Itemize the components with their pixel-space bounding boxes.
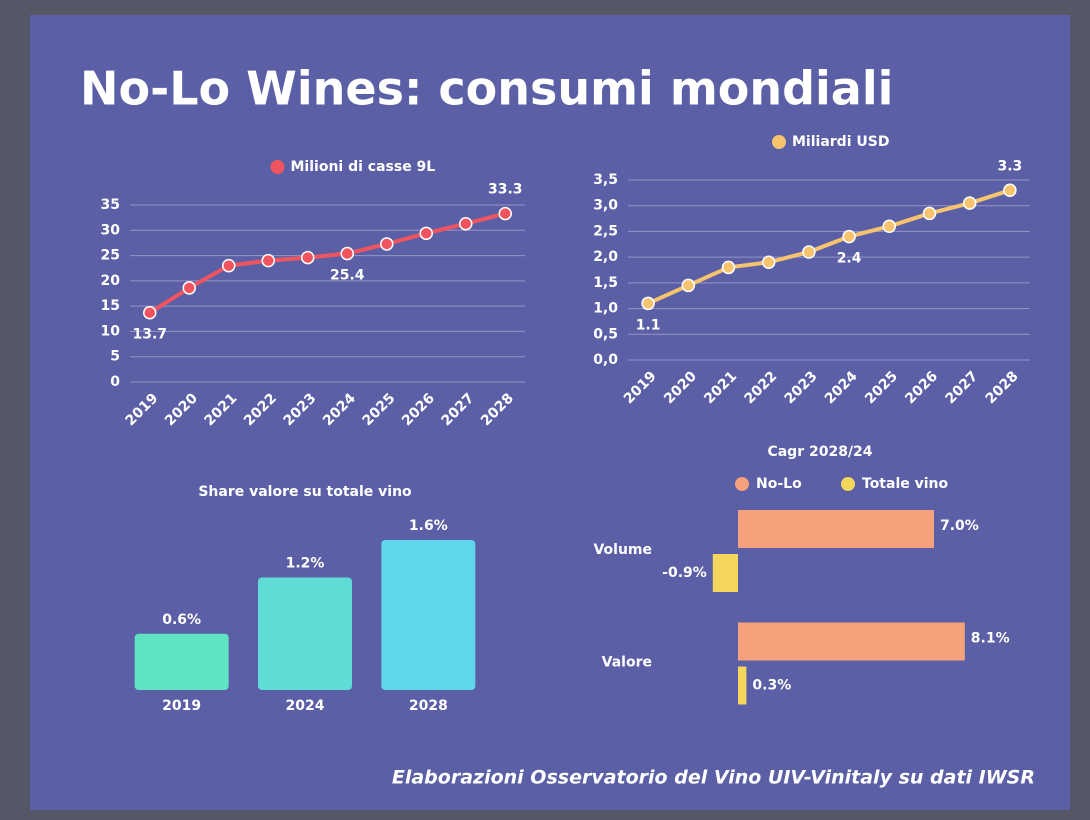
y-tick-label: 30 [101, 222, 121, 238]
chart-title: Cagr 2028/24 [767, 444, 872, 460]
data-point [222, 258, 236, 273]
data-point [261, 253, 275, 268]
y-tick-label: 25 [101, 248, 120, 264]
y-tick-label: 1,0 [593, 301, 618, 317]
bar [738, 510, 934, 548]
data-label: 2.4 [837, 251, 862, 267]
legend-marker [841, 477, 855, 491]
bar [258, 577, 352, 690]
bar [738, 622, 965, 661]
data-point [802, 245, 816, 259]
bar [712, 554, 738, 592]
bar [134, 633, 229, 690]
data-label: 1.6% [409, 518, 448, 534]
series-line [647, 188, 1011, 306]
legend-marker [270, 160, 285, 174]
data-label: -0.9% [662, 565, 707, 581]
data-point [380, 237, 394, 251]
legend-label: Milioni di casse 9L [291, 159, 436, 175]
data-point [182, 281, 196, 295]
legend-marker [735, 477, 749, 491]
y-tick-label: 0 [110, 374, 120, 390]
data-label: 0.6% [162, 612, 201, 628]
slide-title: No-Lo Wines: consumi mondiali [80, 62, 893, 116]
y-tick-label: 0,0 [593, 352, 618, 368]
data-point [459, 216, 473, 231]
data-label: 1.2% [286, 556, 325, 572]
y-tick-label: 35 [101, 197, 120, 213]
legend-label: No-Lo [756, 476, 802, 492]
data-point [143, 305, 157, 320]
chart-title: Share valore su totale vino [198, 484, 412, 500]
y-tick-label: 5 [110, 349, 120, 365]
source-note: Elaborazioni Osservatorio del Vino UIV-V… [392, 767, 1035, 789]
y-tick-label: Volume [593, 542, 652, 558]
data-point [498, 206, 512, 221]
y-tick-label: 2,0 [593, 249, 618, 265]
y-tick-label: 0,5 [593, 326, 618, 342]
data-label: 1.1 [636, 317, 661, 333]
series-line [148, 211, 506, 315]
y-tick-label: 20 [101, 273, 121, 289]
y-tick-label: 1,5 [593, 275, 618, 291]
y-tick-label: Valore [602, 655, 652, 671]
data-point [641, 296, 655, 311]
x-tick-label: 2028 [409, 698, 448, 714]
data-label: 13.7 [132, 327, 167, 343]
data-point [301, 250, 315, 265]
bar [381, 540, 476, 690]
data-point [721, 260, 736, 275]
data-point [922, 206, 937, 221]
data-point [1003, 183, 1017, 198]
x-tick-label: 2019 [162, 698, 201, 714]
x-tick-label: 2024 [286, 698, 325, 714]
data-point [882, 219, 897, 234]
y-tick-label: 3,0 [593, 198, 618, 214]
data-point [842, 229, 856, 244]
bar [738, 666, 747, 705]
data-label: 3.3 [997, 158, 1022, 174]
legend-label: Totale vino [862, 476, 949, 492]
y-tick-label: 2,5 [593, 223, 618, 239]
data-point [419, 226, 433, 241]
y-tick-label: 15 [101, 298, 120, 314]
data-label: 7.0% [940, 518, 979, 534]
y-tick-label: 10 [101, 323, 121, 339]
legend-label: Miliardi USD [792, 134, 889, 150]
data-point [761, 255, 776, 270]
data-label: 8.1% [971, 631, 1010, 647]
data-label: 33.3 [488, 182, 523, 198]
data-point [340, 246, 354, 261]
legend-marker [772, 135, 786, 149]
data-point [962, 196, 977, 210]
data-label: 0.3% [752, 678, 791, 694]
data-label: 25.4 [330, 268, 365, 284]
data-point [681, 278, 696, 293]
y-tick-label: 3,5 [593, 172, 618, 188]
